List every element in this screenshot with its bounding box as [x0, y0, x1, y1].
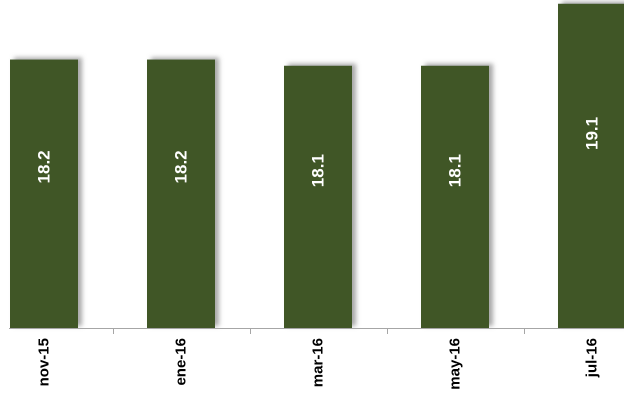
bars-layer: [10, 3, 624, 329]
x-axis: [9, 328, 624, 334]
bar-value-label: 19.1: [583, 117, 602, 150]
bar-ene-16: [147, 59, 215, 328]
bar-value-label: 18.2: [35, 150, 54, 183]
bar-value-label: 18.2: [172, 150, 191, 183]
x-tick-label: mar-16: [310, 338, 327, 387]
bar-may-16: [421, 65, 489, 329]
bar-jul-16: [558, 3, 624, 329]
x-tick-label: may-16: [447, 338, 464, 390]
x-tick-label: nov-15: [36, 338, 53, 386]
bar-mar-16: [284, 65, 352, 329]
bar-nov-15: [10, 59, 78, 328]
bar-value-label: 18.1: [446, 154, 465, 187]
x-tick-label: jul-16: [584, 338, 601, 378]
bar-value-label: 18.1: [309, 154, 328, 187]
value-labels: 18.2 18.2 18.1 18.1 19.1: [35, 117, 602, 187]
x-tick-labels: nov-15 ene-16 mar-16 may-16 jul-16: [36, 338, 601, 390]
x-tick-label: ene-16: [173, 338, 190, 386]
